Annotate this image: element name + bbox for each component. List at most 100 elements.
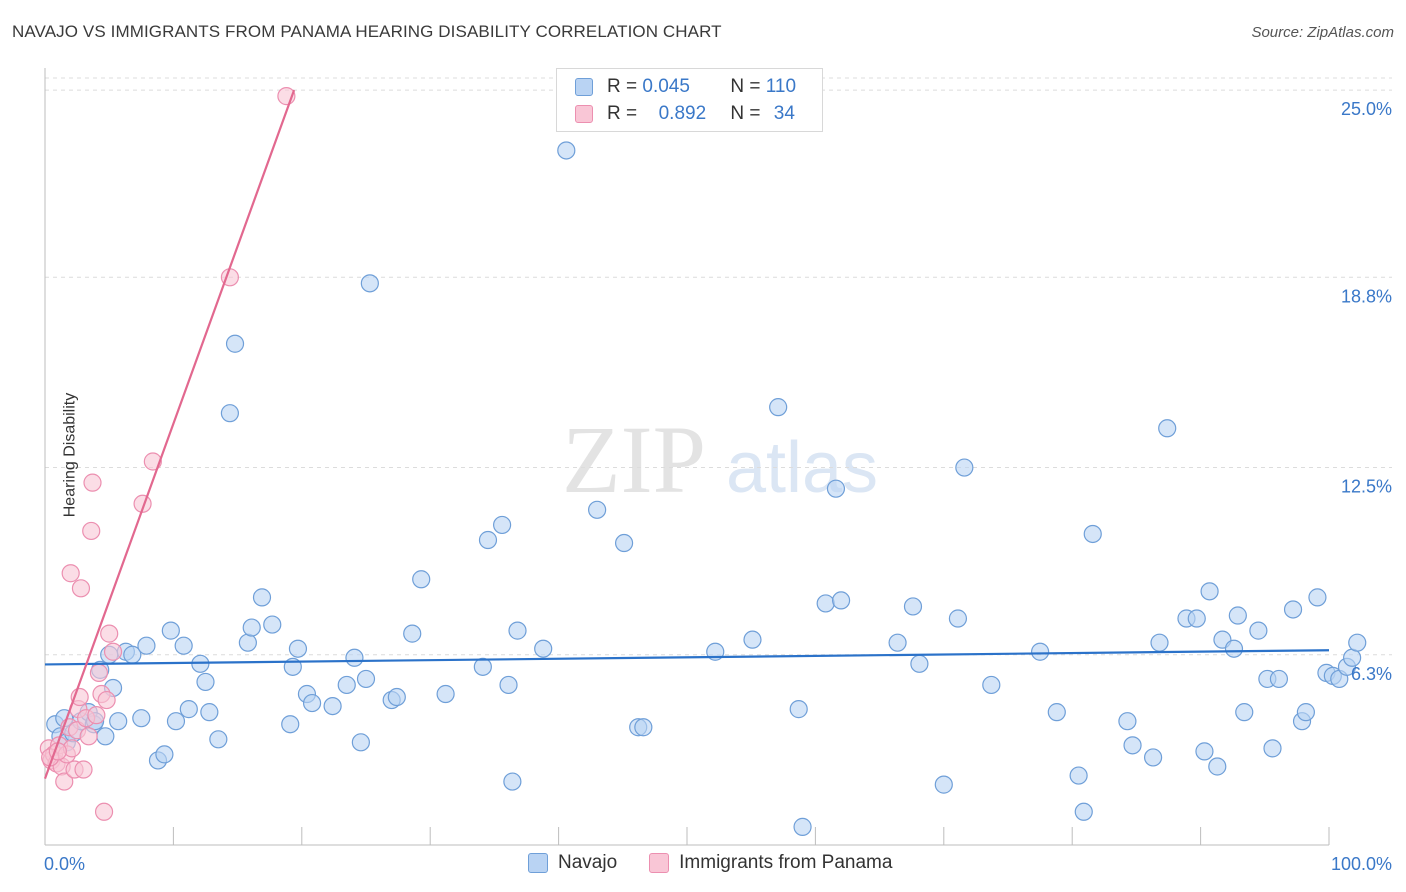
axes <box>44 68 1330 846</box>
navajo-point <box>1263 739 1282 758</box>
navajo-point <box>345 648 364 667</box>
n-label: N = <box>730 76 766 97</box>
navajo-point <box>1123 736 1142 755</box>
y-tick-label: 12.5% <box>1341 477 1392 497</box>
navajo-point <box>955 458 974 477</box>
panama-point <box>74 760 93 779</box>
navajo-point <box>508 621 527 640</box>
navajo-point <box>816 594 835 613</box>
navajo-point <box>1224 639 1244 658</box>
navajo-point <box>161 621 180 640</box>
navajo-point <box>96 727 115 746</box>
navajo-point <box>1118 712 1137 731</box>
navajo-swatch <box>575 78 593 96</box>
navajo-point <box>1235 703 1254 722</box>
navajo-point <box>1047 703 1066 722</box>
panama-point <box>94 802 114 821</box>
navajo-point <box>910 654 929 673</box>
y-tick-label: 18.8% <box>1341 286 1392 306</box>
x-tick-label: 100.0% <box>1331 854 1392 874</box>
navajo-point <box>436 684 455 704</box>
navajo-point <box>826 479 846 498</box>
navajo-point <box>1308 588 1327 607</box>
r-label: R = <box>607 76 643 97</box>
n-value: 34 <box>773 103 795 124</box>
navajo-point <box>412 570 431 589</box>
chart-title: NAVAJO VS IMMIGRANTS FROM PANAMA HEARING… <box>12 22 722 41</box>
navajo-point <box>360 274 379 293</box>
panama-point <box>103 642 123 661</box>
navajo-point <box>888 633 907 652</box>
navajo-point <box>743 630 762 649</box>
navajo-point <box>302 693 322 713</box>
navajo-point <box>831 591 851 610</box>
panama-point <box>97 690 116 710</box>
navajo-point <box>1228 606 1247 625</box>
navajo-point <box>174 636 193 655</box>
panama-legend-swatch <box>649 853 670 873</box>
y-tick-label: 6.3% <box>1351 664 1392 684</box>
navajo-point <box>387 687 406 707</box>
navajo-points <box>46 141 1367 836</box>
r-label: R = <box>607 103 643 124</box>
navajo-point <box>503 772 522 791</box>
navajo-point <box>209 730 228 749</box>
navajo-point <box>614 533 634 553</box>
panama-point <box>79 727 98 746</box>
navajo-point <box>1195 742 1214 761</box>
y-axis-label: Hearing Disability <box>61 392 79 518</box>
trend-lines <box>43 89 1330 779</box>
navajo-point <box>789 700 808 719</box>
navajo-point <box>263 615 282 634</box>
navajo-point <box>1348 633 1367 652</box>
navajo-point <box>323 696 342 716</box>
navajo-point <box>337 675 356 695</box>
navajo-point <box>356 669 376 689</box>
navajo-point <box>179 700 198 719</box>
tick-labels: 6.3% 12.5% 18.8% 25.0% 0.0% 100.0% <box>44 99 1392 874</box>
series-legend: Navajo Immigrants from Panama <box>528 852 892 874</box>
navajo-point <box>132 709 151 728</box>
panama-point <box>100 624 119 643</box>
navajo-point <box>1296 703 1315 722</box>
navajo-point <box>1083 524 1102 544</box>
panama-point <box>87 706 106 725</box>
navajo-point <box>769 398 788 417</box>
panama-point <box>71 579 91 598</box>
navajo-point <box>478 530 498 550</box>
navajo-point <box>403 624 422 643</box>
watermark: ZIP atlas <box>562 406 878 513</box>
panama-point <box>61 564 80 583</box>
navajo-point <box>1200 582 1219 601</box>
navajo-point <box>238 633 257 652</box>
navajo-point <box>982 675 1001 695</box>
watermark-zip: ZIP <box>562 406 706 513</box>
stats-row-panama: R = 0.892 N = 34 <box>575 102 795 126</box>
panama-point <box>55 772 74 791</box>
navajo-point <box>634 718 653 737</box>
panama-point <box>83 473 102 492</box>
navajo-point <box>166 712 186 731</box>
navajo-point <box>252 588 272 607</box>
navajo-point <box>242 618 261 637</box>
navajo-point <box>1030 642 1050 661</box>
n-value: 110 <box>765 76 797 97</box>
panama-trend-line <box>43 89 296 779</box>
navajo-point <box>220 404 239 423</box>
navajo-legend-label: Navajo <box>558 852 618 873</box>
panama-legend-label: Immigrants from Panama <box>679 852 893 873</box>
chart-source: Source: ZipAtlas.com <box>1251 24 1394 41</box>
n-label: N = <box>730 103 766 124</box>
navajo-point <box>351 733 370 752</box>
navajo-point <box>1187 609 1206 628</box>
gridlines <box>45 77 1392 656</box>
navajo-point <box>493 515 512 535</box>
navajo-point <box>1074 802 1093 821</box>
navajo-point <box>200 703 219 722</box>
panama-point <box>82 521 101 541</box>
panama-point <box>89 663 109 682</box>
navajo-legend-swatch <box>528 853 548 873</box>
navajo-point <box>499 675 518 695</box>
navajo-point <box>288 639 308 658</box>
navajo-point <box>557 141 576 160</box>
